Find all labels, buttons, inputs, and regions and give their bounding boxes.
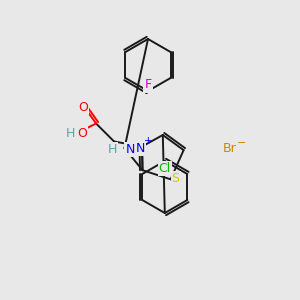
Text: Br: Br [223,142,237,154]
Text: Cl: Cl [159,161,171,175]
Text: F: F [144,79,152,92]
Text: O: O [77,127,87,140]
Text: S: S [172,172,180,185]
Text: +: + [144,136,152,146]
Text: H: H [108,143,118,156]
Text: N: N [135,142,145,155]
Text: N: N [125,143,135,156]
Text: H: H [65,127,75,140]
Text: O: O [78,101,88,114]
Text: −: − [237,138,247,148]
